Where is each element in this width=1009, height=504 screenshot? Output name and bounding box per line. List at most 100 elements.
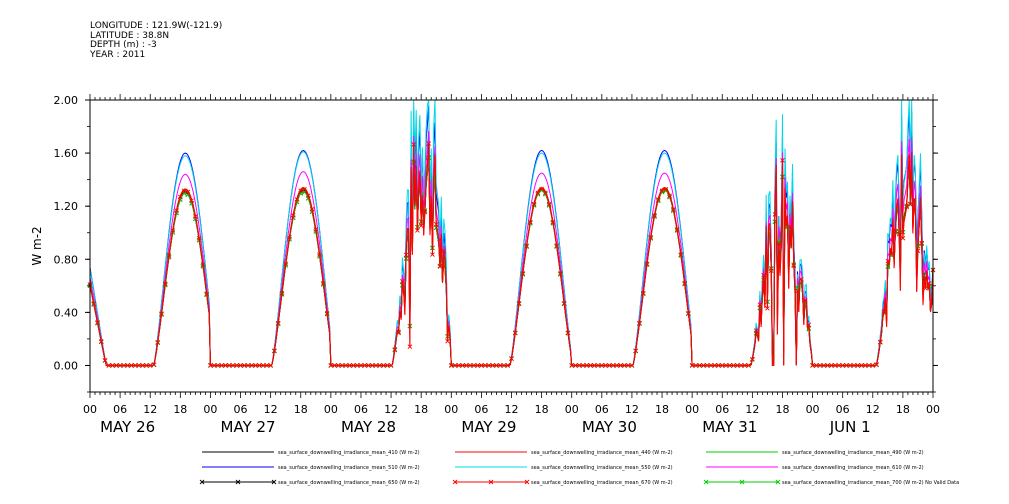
data-point [110,363,115,368]
data-point [512,330,518,336]
x-hour-label: 06 [113,403,127,416]
data-point [531,201,537,207]
series-line-670 [89,143,934,366]
latitude-label: LATITUDE : 38.8N [90,30,170,41]
data-point [580,363,586,368]
data-point [441,248,447,254]
data-point [686,311,691,316]
x-axis: 00 06 12 18 00 06 12 18 00 06 12 18 00 06 12 18 00 06 12 18… [83,392,940,436]
x-hour-label: 00 [685,403,699,416]
data-point [162,281,168,287]
data-point [400,278,405,284]
data-point [870,363,876,368]
data-point [336,363,341,368]
data-point [539,186,544,192]
legend-label: sea_surface_downwelling_irradiance_mean_… [531,465,673,471]
legend-item-610: sea_surface_downwelling_irradiance_mean_… [706,465,924,471]
x-day-label: MAY 26 [100,418,155,436]
series-line-650 [89,157,934,366]
x-day-label: MAY 31 [702,418,757,436]
data-point [204,291,209,297]
legend-marker [452,479,458,485]
data-point [317,252,322,257]
data-point [351,363,356,368]
series-line-490 [89,150,934,366]
data-point [354,363,360,368]
data-point [682,280,687,286]
data-point [753,328,759,333]
data-point [659,188,665,193]
data-point [915,248,921,254]
data-point [215,363,221,368]
data-point [527,219,533,225]
data-point [712,363,718,368]
data-point [245,363,251,368]
data-point [102,358,108,363]
data-point [629,363,635,368]
legend-label: sea_surface_downwelling_irradiance_mean_… [782,450,924,456]
data-point [95,320,100,325]
legend-marker [524,479,530,485]
x-hour-label: 00 [565,403,579,416]
data-point [550,219,556,225]
data-point [599,363,605,368]
y-tick-label: 0.40 [54,306,79,319]
data-point [264,363,270,368]
data-point [655,197,661,202]
data-point [708,363,714,368]
data-point [332,363,337,368]
x-hour-label: 00 [444,403,458,416]
data-point [501,363,507,368]
data-point [535,190,541,196]
data-point [392,347,398,352]
data-point [309,207,315,212]
data-point [174,208,179,213]
data-point [249,363,255,368]
x-hour-label: 00 [324,403,338,416]
data-point [159,311,164,317]
data-point [381,363,386,368]
data-point [155,339,161,345]
x-hour-label: 18 [294,403,308,416]
data-point [185,189,191,195]
data-point [862,363,868,368]
data-point [272,348,277,354]
data-point [874,362,879,368]
data-point [780,158,785,163]
x-hour-label: 18 [655,403,669,416]
x-hour-label: 12 [625,403,639,416]
data-point [91,301,97,306]
data-point [776,241,782,246]
data-point [588,363,593,368]
data-point [298,188,304,193]
data-point [140,363,146,368]
data-point [603,363,608,368]
data-point [313,227,319,232]
data-point [900,235,906,241]
data-point [877,339,883,345]
data-point [430,252,435,257]
y-tick-label: 2.00 [54,94,79,107]
data-point [121,363,127,368]
data-point [384,363,390,368]
x-hour-label: 06 [715,403,729,416]
data-point [411,142,416,147]
y-axis-title: W m-2 [30,226,44,265]
data-point [151,362,157,368]
data-point [847,363,853,368]
data-point [366,363,371,368]
data-point [689,363,695,368]
data-point [889,251,894,256]
data-point [211,363,217,368]
data-point [321,280,326,286]
y-tick-label: 0.00 [54,359,79,372]
data-point [832,363,838,368]
data-point [561,300,567,306]
data-point [433,225,439,231]
data-point [618,363,623,368]
data-point [543,190,548,196]
data-point [437,264,443,269]
x-hour-label: 06 [836,403,850,416]
data-point [178,194,183,200]
data-point [591,363,597,368]
